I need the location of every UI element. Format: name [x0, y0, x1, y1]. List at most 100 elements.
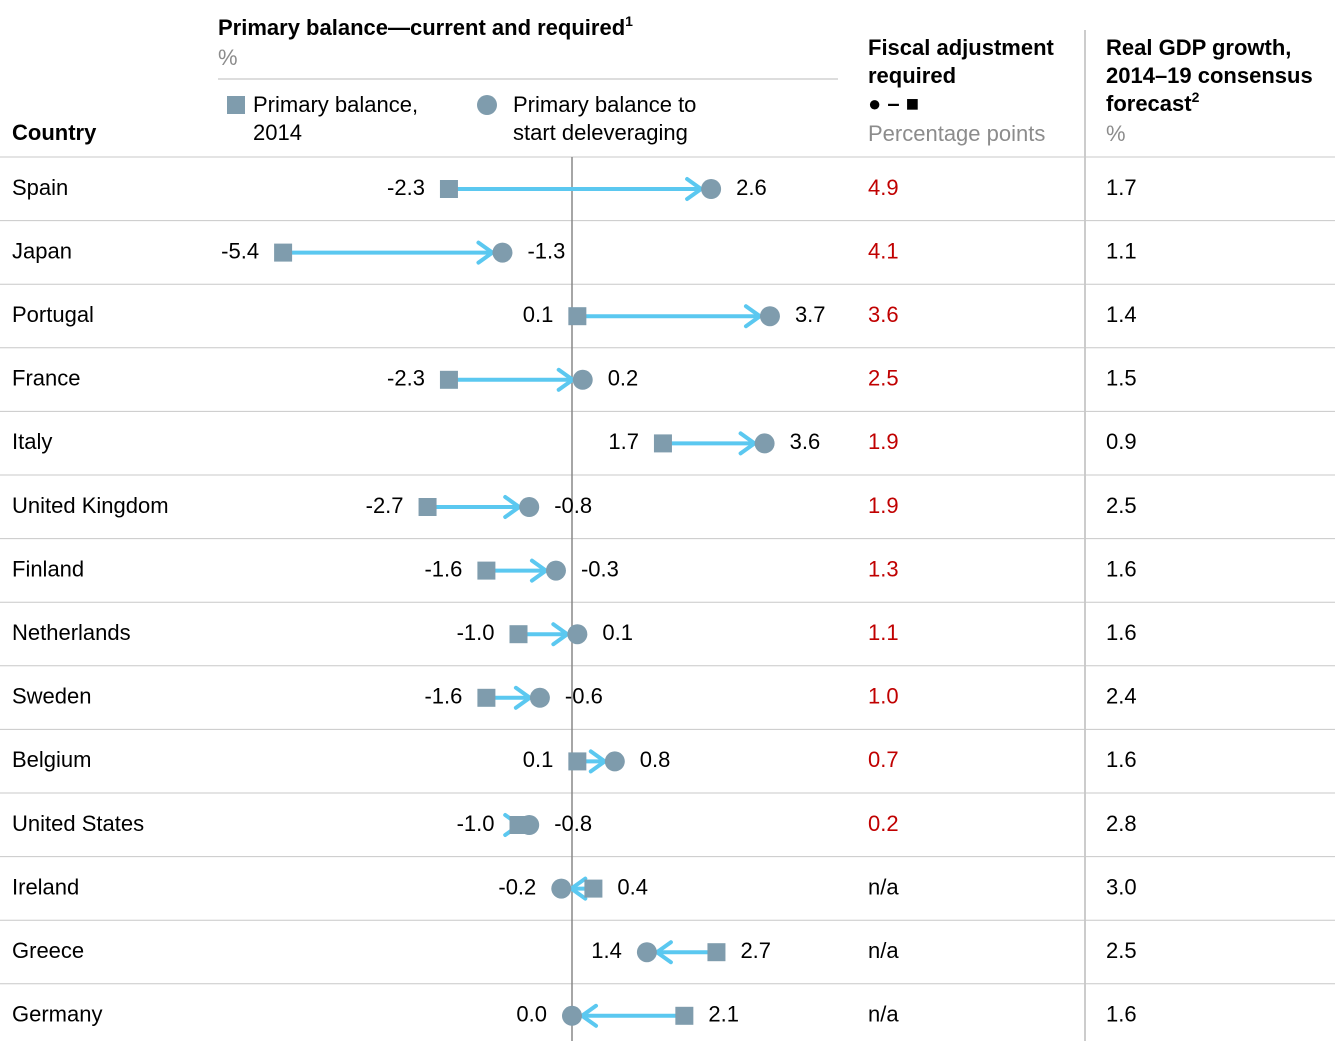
- circle-marker: [551, 878, 572, 899]
- value-label: 0.0: [516, 1002, 547, 1027]
- table-cell: n/a: [868, 938, 899, 963]
- column-unit: %: [1106, 121, 1126, 146]
- table-cell: 2.5: [868, 366, 899, 391]
- table-cell: 1.4: [1106, 302, 1137, 327]
- value-label: -1.0: [457, 811, 495, 836]
- value-label: -1.3: [527, 238, 565, 263]
- row-label: Netherlands: [12, 620, 131, 645]
- value-label: 2.1: [708, 1002, 739, 1027]
- column-header: Real GDP growth, 2014–19 consensus forec…: [1106, 35, 1313, 116]
- square-marker: [477, 688, 496, 707]
- square-marker: [274, 243, 293, 262]
- formula: ● – ■: [868, 91, 920, 116]
- value-label: -2.3: [387, 366, 425, 391]
- square-marker: [568, 307, 587, 326]
- table-cell: n/a: [868, 1002, 899, 1027]
- value-label: -0.3: [581, 556, 619, 581]
- table-cell: 1.6: [1106, 1002, 1137, 1027]
- value-label: -2.3: [387, 175, 425, 200]
- column-header-wrap: Real GDP growth, 2014–19 consensus forec…: [1106, 34, 1335, 118]
- table-cell: n/a: [868, 874, 899, 899]
- row-label: Spain: [12, 175, 68, 200]
- value-label: 1.7: [608, 429, 639, 454]
- square-marker: [675, 1006, 694, 1025]
- table-cell: 1.5: [1106, 366, 1137, 391]
- circle-marker: [492, 242, 513, 263]
- row-label: Portugal: [12, 302, 94, 327]
- table-cell: 1.7: [1106, 175, 1137, 200]
- value-label: 2.7: [740, 938, 771, 963]
- circle-marker: [519, 815, 540, 835]
- table-cell: 1.1: [1106, 238, 1137, 263]
- legend-label: Primary balance, 2014: [253, 92, 419, 145]
- row-label: Ireland: [12, 874, 79, 899]
- table-cell: 3.6: [868, 302, 899, 327]
- row-label: Greece: [12, 938, 84, 963]
- value-label: 3.7: [795, 302, 826, 327]
- table-cell: 2.5: [1106, 493, 1137, 518]
- table-cell: 2.4: [1106, 684, 1137, 709]
- chart-title: Primary balance—current and required: [218, 15, 626, 40]
- table-cell: 1.6: [1106, 747, 1137, 772]
- value-label: -2.7: [366, 493, 404, 518]
- value-label: 2.6: [736, 175, 767, 200]
- value-label: 1.4: [591, 938, 622, 963]
- square-marker: [653, 434, 672, 453]
- legend-square: [227, 96, 245, 114]
- row-label: United States: [12, 811, 144, 836]
- table-cell: 4.1: [868, 238, 899, 263]
- value-label: -1.6: [424, 556, 462, 581]
- square-marker: [509, 625, 528, 644]
- square-marker: [584, 879, 603, 898]
- circle-marker: [572, 369, 593, 390]
- value-label: -0.2: [498, 874, 536, 899]
- table-cell: 2.8: [1106, 811, 1137, 836]
- unit: %: [218, 45, 238, 70]
- square-marker: [707, 943, 726, 962]
- table-cell: 3.0: [1106, 874, 1137, 899]
- circle-marker: [754, 433, 775, 454]
- table-cell: 0.9: [1106, 429, 1137, 454]
- value-label: 0.1: [523, 302, 554, 327]
- circle-marker: [519, 497, 540, 517]
- column-header: Country: [12, 120, 97, 145]
- value-label: -5.4: [221, 238, 259, 263]
- value-label: 0.8: [640, 747, 671, 772]
- value-label: -0.8: [554, 493, 592, 518]
- table-cell: 4.9: [868, 175, 899, 200]
- circle-marker: [636, 942, 657, 963]
- value-label: -0.8: [554, 811, 592, 836]
- row-label: Finland: [12, 556, 84, 581]
- table-cell: 1.9: [868, 429, 899, 454]
- value-label: 0.2: [608, 366, 639, 391]
- legend-circle: [477, 95, 497, 115]
- row-label: Italy: [12, 429, 52, 454]
- table-cell: 1.6: [1106, 620, 1137, 645]
- table-cell: 0.2: [868, 811, 899, 836]
- table-cell: 1.1: [868, 620, 899, 645]
- square-marker: [418, 498, 437, 516]
- chart-title-wrap: Primary balance—current and required1: [218, 14, 633, 42]
- row-label: Belgium: [12, 747, 91, 772]
- row-label: Sweden: [12, 684, 92, 709]
- circle-marker: [759, 306, 780, 327]
- table-cell: 2.5: [1106, 938, 1137, 963]
- value-label: 3.6: [790, 429, 821, 454]
- value-label: -0.6: [565, 684, 603, 709]
- table-cell: 1.3: [868, 556, 899, 581]
- value-label: 0.1: [523, 747, 554, 772]
- column-unit: Percentage points: [868, 121, 1046, 146]
- table-cell: 1.6: [1106, 556, 1137, 581]
- value-label: -1.0: [457, 620, 495, 645]
- circle-marker: [701, 179, 722, 199]
- row-label: France: [12, 366, 80, 391]
- value-label: -1.6: [424, 684, 462, 709]
- circle-marker: [567, 624, 588, 645]
- circle-marker: [545, 560, 566, 581]
- circle-marker: [529, 687, 550, 708]
- column-header: Fiscal adjustment required: [868, 35, 1054, 88]
- title-note: 1: [625, 13, 633, 29]
- value-label: 0.4: [617, 874, 648, 899]
